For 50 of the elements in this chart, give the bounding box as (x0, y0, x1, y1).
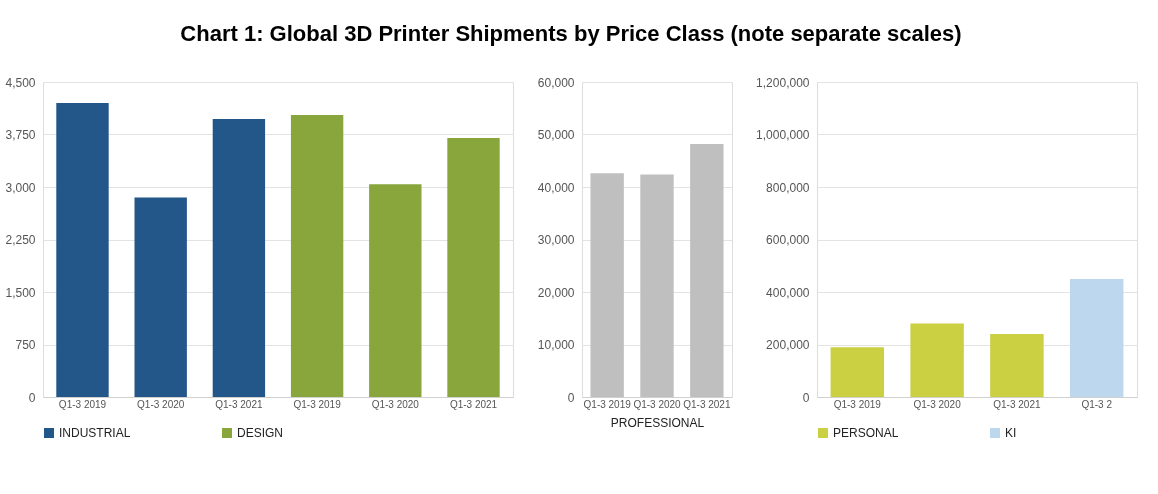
x-tick-label: Q1-3 2019 (833, 398, 882, 410)
bar (910, 323, 964, 397)
legend-label: DESIGN (237, 426, 284, 440)
y-tick-label: 3,750 (5, 128, 36, 142)
y-tick-label: 0 (28, 390, 36, 405)
x-tick-label: Q1-3 2020 (913, 398, 962, 410)
y-tick-label: 10,000 (537, 338, 575, 352)
y-tick-label: 1,500 (5, 285, 36, 300)
x-tick-label: Q1-3 2021 (993, 398, 1041, 410)
y-tick-label: 3,000 (5, 180, 36, 195)
bar (830, 347, 885, 397)
x-tick-label: Q1-3 2 (1081, 398, 1113, 410)
y-tick-label: 4,500 (5, 75, 36, 90)
legend-label: PERSONAL (833, 426, 899, 440)
y-tick-label: 1,200,000 (756, 75, 810, 90)
bar (290, 114, 344, 397)
bar (369, 184, 422, 397)
y-tick-label: 400,000 (766, 285, 810, 300)
x-tick-label: Q1-3 2020 (137, 398, 185, 410)
bar (56, 103, 109, 397)
x-tick-label: Q1-3 2021 (449, 398, 498, 410)
bar (1069, 278, 1124, 397)
bar (447, 138, 500, 397)
y-tick-label: 600,000 (766, 233, 810, 247)
y-tick-label: 800,000 (766, 180, 810, 195)
y-tick-label: 0 (567, 390, 575, 405)
y-tick-label: 200,000 (766, 338, 810, 352)
x-tick-label: Q1-3 2020 (371, 398, 420, 410)
y-tick-label: 750 (15, 338, 36, 352)
y-tick-label: 50,000 (537, 128, 575, 142)
x-axis-title: PROFESSIONAL (610, 415, 705, 430)
text: Chart 1: Global 3D Printer Shipments by Price Class (note separate scales) (180, 20, 962, 46)
x-tick-label: Q1-3 2019 (58, 398, 107, 410)
legend-label: INDUSTRIAL (59, 426, 131, 440)
x-tick-label: Q1-3 2019 (583, 398, 632, 410)
y-tick-label: 30,000 (537, 233, 575, 247)
y-tick-label: 60,000 (537, 75, 575, 90)
x-tick-label: Q1-3 2021 (215, 398, 263, 410)
x-tick-label: Q1-3 2021 (683, 398, 731, 410)
legend-label: KI (1005, 426, 1017, 440)
bar (990, 334, 1044, 397)
y-tick-label: 20,000 (537, 285, 575, 300)
y-tick-label: 0 (802, 390, 810, 405)
bar (212, 119, 266, 397)
x-tick-label: Q1-3 2019 (293, 398, 342, 410)
y-tick-label: 1,000,000 (756, 128, 810, 142)
y-tick-label: 40,000 (537, 180, 575, 195)
y-tick-label: 2,250 (5, 233, 36, 247)
x-tick-label: Q1-3 2020 (633, 398, 682, 410)
bar (134, 197, 187, 397)
